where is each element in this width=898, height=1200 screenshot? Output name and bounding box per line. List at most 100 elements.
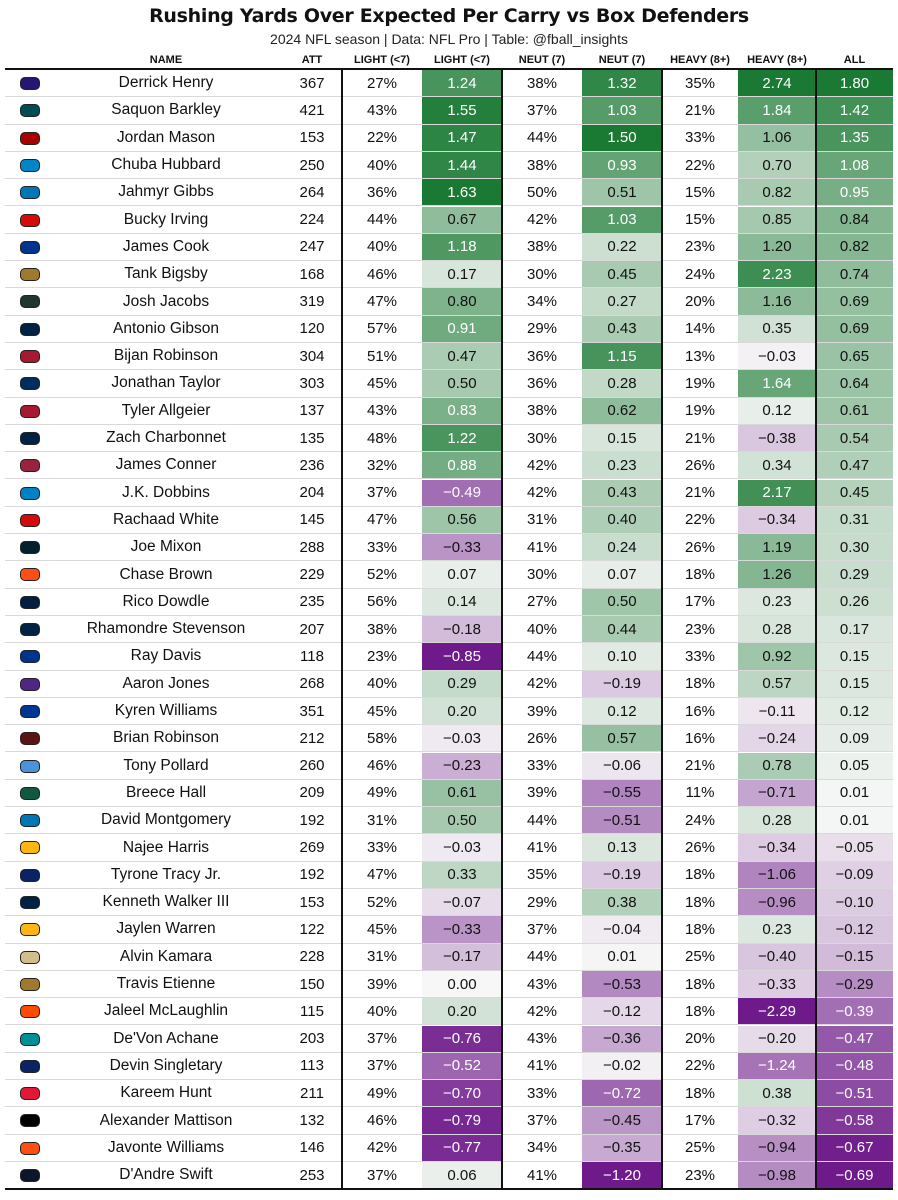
cell-light-pct: 37% [366, 484, 398, 502]
cell-neut-val: 0.43 [582, 315, 662, 342]
cell-heavy-pct: 15% [684, 211, 716, 229]
team-logo-icon [18, 565, 42, 584]
team-logo-mark [20, 1141, 40, 1155]
team-logo-icon [18, 1139, 42, 1158]
table-row: Jahmyr Gibbs 264 36% 1.63 50% 0.51 15% 0.82 0.95 [5, 179, 893, 207]
team-logo-icon [18, 101, 42, 120]
cell-light-val: 0.06 [422, 1162, 502, 1189]
team-logo-mark [20, 704, 40, 718]
cell-name: Rachaad White [113, 510, 219, 528]
team-logo-mark [20, 131, 40, 145]
cell-all: 0.64 [816, 370, 893, 397]
cell-heavy-pct: 19% [684, 402, 716, 420]
cell-all: −0.10 [816, 889, 893, 916]
team-logo-mark [20, 459, 40, 473]
cell-all: −0.51 [816, 1080, 893, 1107]
cell-all: 0.31 [816, 506, 893, 534]
cell-all: 0.95 [816, 179, 893, 206]
cell-name: Brian Robinson [113, 729, 219, 747]
cell-neut-pct: 38% [526, 74, 558, 92]
cell-att: 268 [299, 675, 325, 693]
column-header: LIGHT (<7) [354, 54, 410, 66]
column-header: NEUT (7) [598, 54, 646, 66]
table-row: Derrick Henry 367 27% 1.24 38% 1.32 35% 2.74 1.8… [5, 70, 893, 98]
cell-att: 150 [299, 975, 325, 993]
cell-all: 0.26 [816, 588, 893, 615]
table-row: Zach Charbonnet 135 48% 1.22 30% 0.15 21% −0.38… [5, 424, 893, 453]
team-logo-mark [20, 623, 40, 636]
cell-heavy-pct: 16% [684, 702, 716, 720]
cell-heavy-val: 1.20 [738, 233, 816, 261]
cell-att: 207 [299, 620, 325, 638]
cell-heavy-val: −0.38 [738, 424, 816, 452]
cell-heavy-pct: 18% [684, 975, 716, 993]
cell-heavy-val: 0.85 [738, 206, 816, 233]
table-row: Kareem Hunt 211 49% −0.70 33% −0.72 18% 0.38 −0.… [5, 1080, 893, 1108]
team-logo-icon [18, 183, 42, 202]
cell-neut-val: 0.43 [582, 479, 662, 506]
cell-name: Rhamondre Stevenson [86, 620, 246, 638]
cell-heavy-val: −0.24 [738, 725, 816, 752]
cell-neut-pct: 39% [526, 784, 558, 802]
cell-light-pct: 52% [366, 566, 398, 584]
cell-name: Saquon Barkley [111, 101, 221, 119]
cell-neut-pct: 30% [526, 265, 558, 283]
cell-all: −0.09 [816, 861, 893, 888]
cell-heavy-val: 0.38 [738, 1080, 816, 1107]
cell-heavy-pct: 21% [684, 757, 716, 775]
cell-light-pct: 49% [366, 1084, 398, 1102]
cell-heavy-pct: 24% [684, 265, 716, 283]
table-row: James Conner 236 32% 0.88 42% 0.23 26% 0.34 0.47 [5, 452, 893, 480]
cell-all: 1.42 [816, 97, 893, 124]
team-logo-mark [20, 77, 40, 90]
cell-light-val: −0.33 [422, 916, 502, 943]
cell-att: 319 [299, 293, 325, 311]
team-logo-mark [20, 786, 40, 800]
cell-light-val: −0.79 [422, 1107, 502, 1134]
table-row: Jordan Mason 153 22% 1.47 44% 1.50 33% 1.06 1.35 [5, 124, 893, 152]
team-logo-icon [18, 74, 42, 93]
cell-light-pct: 31% [366, 948, 398, 966]
column-header: HEAVY (8+) [670, 54, 730, 66]
cell-all: 0.17 [816, 616, 893, 643]
team-logo-icon [18, 511, 42, 530]
table-bottom-rule [5, 1188, 893, 1191]
cell-heavy-pct: 21% [684, 429, 716, 447]
cell-att: 304 [299, 347, 325, 365]
cell-light-pct: 45% [366, 702, 398, 720]
cell-heavy-val: 0.23 [738, 588, 816, 615]
cell-light-val: 0.17 [422, 261, 502, 288]
cell-all: 0.65 [816, 343, 893, 370]
cell-heavy-val: −0.98 [738, 1162, 816, 1189]
cell-light-val: 0.47 [422, 343, 502, 370]
cell-neut-val: 0.27 [582, 288, 662, 315]
cell-neut-pct: 43% [526, 975, 558, 993]
cell-light-val: −0.03 [422, 834, 502, 861]
table-row: Antonio Gibson 120 57% 0.91 29% 0.43 14% 0.35 0.… [5, 315, 893, 343]
cell-neut-val: −0.72 [582, 1080, 662, 1107]
cell-heavy-val: −0.71 [738, 779, 816, 807]
cell-neut-pct: 42% [526, 675, 558, 693]
team-logo-icon [18, 402, 42, 421]
table-row: Travis Etienne 150 39% 0.00 43% −0.53 18% −0.33… [5, 970, 893, 999]
cell-heavy-val: 1.16 [738, 288, 816, 315]
cell-light-pct: 56% [366, 593, 398, 611]
cell-all: 0.84 [816, 206, 893, 233]
cell-att: 209 [299, 784, 325, 802]
cell-name: Tyler Allgeier [121, 401, 211, 419]
cell-light-pct: 36% [366, 183, 398, 201]
cell-heavy-val: 0.57 [738, 670, 816, 697]
table-row: James Cook 247 40% 1.18 38% 0.22 23% 1.20 0.82 [5, 233, 893, 262]
table-row: Rico Dowdle 235 56% 0.14 27% 0.50 17% 0.23 0.26 [5, 588, 893, 616]
cell-heavy-pct: 17% [684, 593, 716, 611]
cell-att: 303 [299, 374, 325, 392]
cell-all: 0.74 [816, 261, 893, 288]
cell-neut-pct: 34% [526, 293, 558, 311]
cell-heavy-val: 0.35 [738, 315, 816, 342]
team-logo-mark [20, 240, 40, 254]
cell-all: 0.05 [816, 752, 893, 779]
cell-neut-pct: 38% [526, 238, 558, 256]
cell-light-pct: 46% [366, 757, 398, 775]
cell-all: −0.47 [816, 1025, 893, 1052]
